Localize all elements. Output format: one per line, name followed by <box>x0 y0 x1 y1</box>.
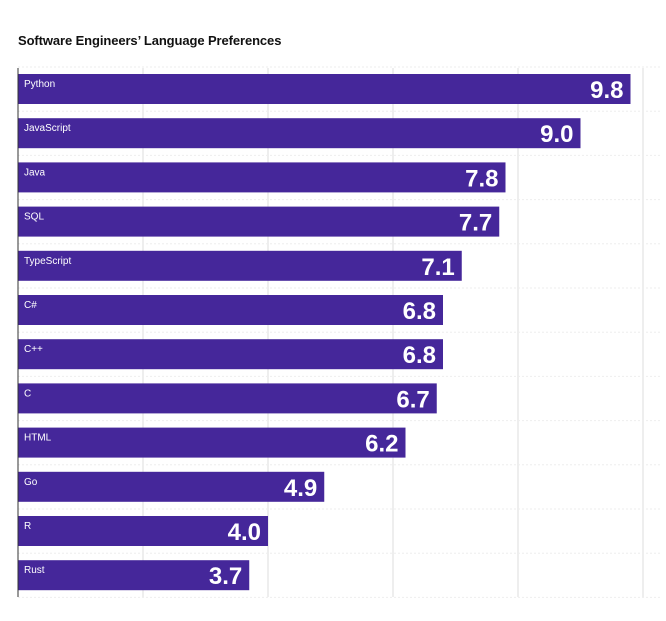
bar <box>18 383 437 414</box>
bar <box>18 118 581 149</box>
chart-title: Software Engineers’ Language Preferences <box>18 33 282 48</box>
bar <box>18 162 506 193</box>
bar-category-label: TypeScript <box>24 256 71 267</box>
bar-value-label: 9.8 <box>590 77 623 104</box>
bar-value-label: 7.1 <box>421 254 454 281</box>
gridlines <box>18 66 660 598</box>
bar-category-label: R <box>24 521 31 532</box>
bar <box>18 471 325 502</box>
bar-value-label: 4.0 <box>228 519 261 546</box>
bar-category-label: C <box>24 388 31 399</box>
bar <box>18 250 462 281</box>
bar-value-label: 4.9 <box>284 475 317 502</box>
bar-value-label: 3.7 <box>209 563 242 590</box>
bar-value-label: 7.7 <box>459 210 492 237</box>
bar-value-label: 6.7 <box>396 386 429 413</box>
bar-category-label: Python <box>24 79 55 90</box>
bar <box>18 339 443 370</box>
bar <box>18 74 631 104</box>
bar-category-label: Rust <box>24 565 45 576</box>
bar-value-label: 7.8 <box>465 165 498 192</box>
bar-category-label: SQL <box>24 212 44 223</box>
bar <box>18 516 268 546</box>
bar-value-label: 9.0 <box>540 121 573 148</box>
bar <box>18 295 443 325</box>
bar-category-label: C++ <box>24 344 43 355</box>
bar-category-label: C# <box>24 300 37 311</box>
bar <box>18 560 250 591</box>
bar-category-label: JavaScript <box>24 123 71 134</box>
bar <box>18 206 500 237</box>
bar-value-label: 6.8 <box>403 298 436 325</box>
bar-category-label: Go <box>24 477 38 488</box>
bar <box>18 427 406 458</box>
bar-value-label: 6.2 <box>365 431 398 458</box>
bar-category-label: HTML <box>24 433 52 444</box>
bar-category-label: Java <box>24 167 46 178</box>
bar-value-label: 6.8 <box>403 342 436 369</box>
bars: Python 9.8 JavaScript 9.0 Java 7.8 SQL 7.7 TypeS… <box>18 74 631 591</box>
